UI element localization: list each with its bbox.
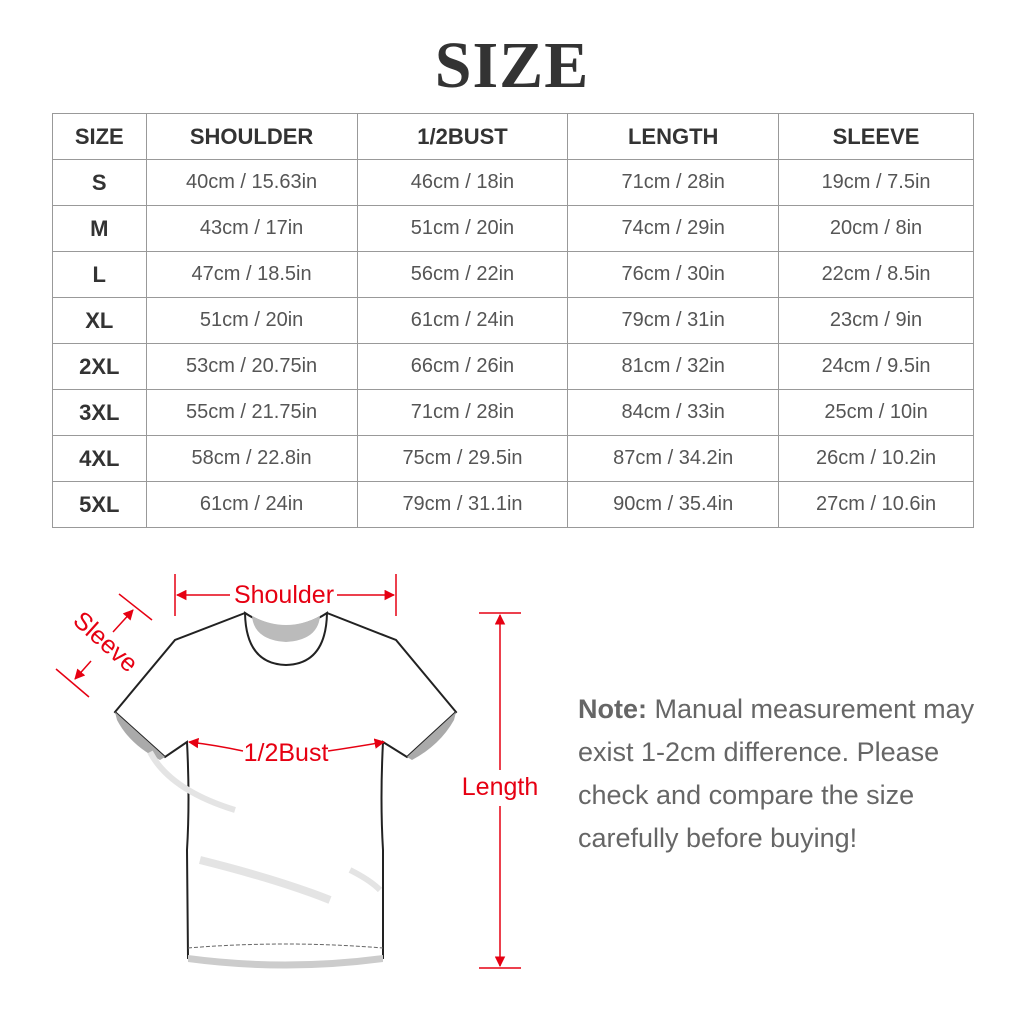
length-measure: Length: [462, 612, 538, 969]
measurement-cell: 87cm / 34.2in: [567, 435, 780, 482]
measurement-cell: 81cm / 32in: [567, 343, 780, 390]
table-row: S 40cm / 15.63in 46cm / 18in 71cm / 28in 19c…: [52, 159, 974, 206]
size-cell: XL: [52, 297, 147, 344]
measurement-cell: 47cm / 18.5in: [145, 251, 358, 298]
measurement-cell: 79cm / 31in: [567, 297, 780, 344]
measurement-cell: 25cm / 10in: [778, 389, 974, 436]
measurement-cell: 20cm / 8in: [778, 205, 974, 252]
shoulder-label: Shoulder: [234, 581, 334, 609]
table-row: 2XL 53cm / 20.75in 66cm / 26in 81cm / 32in 2…: [52, 343, 974, 390]
table-header-row: SIZE SHOULDER 1/2BUST LENGTH SLEEVE: [52, 113, 974, 160]
table-row: L 47cm / 18.5in 56cm / 22in 76cm / 30in 22cm…: [52, 251, 974, 298]
bust-measure: 1/2Bust: [187, 737, 386, 767]
column-header: LENGTH: [567, 113, 780, 160]
measurement-cell: 24cm / 9.5in: [778, 343, 974, 390]
measurement-cell: 27cm / 10.6in: [778, 481, 974, 528]
note-text: Manual measurement may exist 1-2cm diffe…: [578, 694, 975, 853]
size-cell: 5XL: [52, 481, 147, 528]
note-label: Note:: [578, 694, 647, 724]
table-row: 3XL 55cm / 21.75in 71cm / 28in 84cm / 33in 2…: [52, 389, 974, 436]
measurement-cell: 40cm / 15.63in: [145, 159, 358, 206]
bust-label: 1/2Bust: [244, 739, 329, 767]
measurement-cell: 90cm / 35.4in: [567, 481, 780, 528]
measurement-cell: 23cm / 9in: [778, 297, 974, 344]
length-label: Length: [462, 773, 538, 801]
measurement-cell: 76cm / 30in: [567, 251, 780, 298]
column-header: SLEEVE: [778, 113, 974, 160]
measurement-cell: 66cm / 26in: [356, 343, 569, 390]
table-row: M 43cm / 17in 51cm / 20in 74cm / 29in 20cm /…: [52, 205, 974, 252]
sleeve-measure: Sleeve: [55, 593, 153, 698]
measurement-cell: 43cm / 17in: [145, 205, 358, 252]
measurement-cell: 46cm / 18in: [356, 159, 569, 206]
measurement-cell: 71cm / 28in: [356, 389, 569, 436]
measurement-cell: 19cm / 7.5in: [778, 159, 974, 206]
measurement-cell: 75cm / 29.5in: [356, 435, 569, 482]
measurement-cell: 74cm / 29in: [567, 205, 780, 252]
tshirt-illustration: [113, 611, 458, 969]
size-cell: 3XL: [52, 389, 147, 436]
measurement-cell: 84cm / 33in: [567, 389, 780, 436]
measurement-cell: 61cm / 24in: [145, 481, 358, 528]
column-header: SIZE: [52, 113, 147, 160]
measurement-cell: 55cm / 21.75in: [145, 389, 358, 436]
page-title: SIZE: [434, 29, 590, 102]
column-header: 1/2BUST: [356, 113, 569, 160]
table-row: 5XL 61cm / 24in 79cm / 31.1in 90cm / 35.4in…: [52, 481, 974, 528]
sleeve-label: Sleeve: [68, 606, 144, 678]
measurement-cell: 71cm / 28in: [567, 159, 780, 206]
measurement-cell: 51cm / 20in: [356, 205, 569, 252]
measurement-cell: 58cm / 22.8in: [145, 435, 358, 482]
size-table: SIZE SHOULDER 1/2BUST LENGTH SLEEVE S 40cm / …: [52, 113, 974, 528]
shoulder-measure: Shoulder: [174, 574, 397, 616]
measurement-cell: 22cm / 8.5in: [778, 251, 974, 298]
size-cell: S: [52, 159, 147, 206]
measurement-cell: 56cm / 22in: [356, 251, 569, 298]
measurement-cell: 79cm / 31.1in: [356, 481, 569, 528]
measurement-note: Note: Manual measurement may exist 1-2cm…: [578, 688, 998, 860]
